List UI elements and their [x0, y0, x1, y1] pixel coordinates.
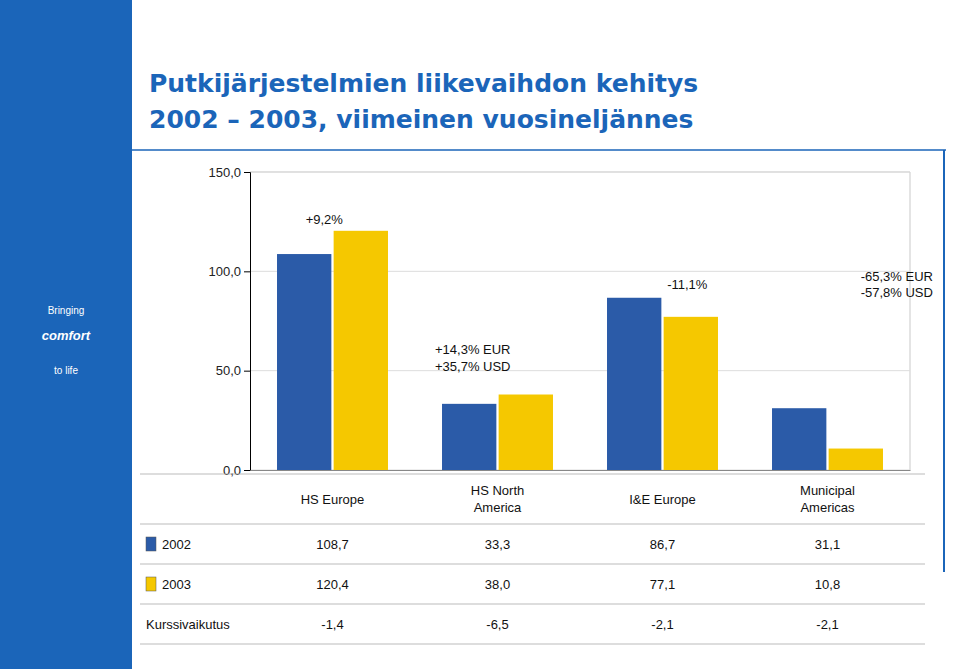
- table-cell: 10,8: [815, 577, 840, 592]
- bar: [499, 395, 553, 470]
- y-tick-label: 100,0: [208, 264, 241, 279]
- x-tick: HS Europe: [301, 470, 365, 507]
- annotation: +9,2%: [306, 212, 344, 227]
- plot-frame: [250, 172, 910, 470]
- table-row-label: Kurssivaikutus: [146, 617, 230, 632]
- table-rule: [140, 644, 925, 645]
- text-line: Americas: [800, 500, 855, 515]
- y-axis: 0,0 50,0 100,0 150,0: [208, 165, 250, 478]
- table-rule: [140, 604, 925, 605]
- bars: [277, 231, 883, 470]
- bar: [442, 404, 496, 470]
- annotation: -11,1%: [667, 277, 708, 292]
- x-axis-line: [251, 470, 911, 471]
- text-line: +9,2%: [306, 212, 344, 227]
- text-line: +14,3% EUR: [435, 342, 511, 357]
- table-cell: 108,7: [316, 537, 349, 552]
- text-line: -57,8% USD: [861, 285, 933, 300]
- text-line: I&E Europe: [629, 492, 696, 507]
- table-cell: 120,4: [316, 577, 349, 592]
- tagline: Bringing: [48, 305, 85, 316]
- x-axis: HS Europe HS North America I&E Europe Munici…: [251, 470, 911, 515]
- table-cell: 86,7: [650, 537, 675, 552]
- right-border: [943, 150, 945, 572]
- y-tick-label: 0,0: [223, 463, 241, 478]
- table-rule: [140, 524, 925, 525]
- bar: [277, 254, 331, 470]
- table-swatch: [146, 537, 156, 551]
- y-tick-label: 50,0: [216, 363, 241, 378]
- grid-line: [250, 172, 910, 173]
- bar: [664, 317, 718, 470]
- table-swatch: [146, 577, 156, 591]
- y-tick-label: 150,0: [208, 165, 241, 180]
- x-tick-label: I&E Europe: [629, 492, 696, 507]
- bar-series: [334, 231, 883, 470]
- tagline: comfort: [42, 328, 91, 343]
- annotation: +14,3% EUR +35,7% USD: [435, 342, 511, 373]
- text-line: -65,3% EUR: [861, 269, 933, 284]
- bar: [334, 231, 388, 470]
- table-cell: 77,1: [650, 577, 675, 592]
- tagline: to life: [54, 365, 78, 376]
- x-tick-label: Municipal Americas: [800, 483, 855, 514]
- table-cell: -2,1: [816, 617, 838, 632]
- text-line: HS Europe: [301, 492, 365, 507]
- y-tick-mark: [244, 371, 250, 372]
- bar: [607, 298, 661, 470]
- text-line: +35,7% USD: [435, 359, 511, 374]
- table-cell: -1,4: [321, 617, 343, 632]
- text-line: -11,1%: [667, 277, 708, 292]
- table-row-label: 2002: [162, 537, 191, 552]
- chart-svg: Bringing comfort to life Putkijärjestelmien…: [0, 0, 960, 669]
- data-table: 2002 108,7 33,3 86,7 31,1 2003 120,4 38,0 77,1 10…: [140, 474, 925, 644]
- table-cell: 31,1: [815, 537, 840, 552]
- y-tick: 50,0: [216, 363, 250, 378]
- grid: [250, 172, 910, 470]
- table-row-label: 2003: [162, 577, 191, 592]
- table-cell: 33,3: [485, 537, 510, 552]
- x-tick-label: HS North America: [471, 483, 524, 514]
- text-line: America: [474, 500, 522, 515]
- table-cell: 38,0: [485, 577, 510, 592]
- y-axis-line: [244, 173, 251, 471]
- text-line: Municipal: [800, 483, 855, 498]
- annotation: -65,3% EUR-57,8% USD: [861, 269, 933, 300]
- x-tick: HS North America: [471, 470, 524, 515]
- x-tick: Municipal Americas: [800, 470, 855, 515]
- table-cell: -2,1: [651, 617, 673, 632]
- sidebar: [0, 0, 132, 669]
- y-tick-mark: [244, 271, 250, 272]
- table-cell: -6,5: [486, 617, 508, 632]
- bar: [829, 449, 883, 470]
- table-rule: [140, 564, 925, 565]
- y-tick: 0,0: [223, 463, 250, 478]
- x-tick: I&E Europe: [629, 470, 696, 507]
- x-tick-label: HS Europe: [301, 492, 365, 507]
- y-tick-mark: [244, 470, 250, 471]
- text-line: HS North: [471, 483, 524, 498]
- table-rule: [140, 474, 925, 475]
- y-tick-mark: [244, 172, 250, 173]
- title-rule: [132, 149, 946, 151]
- annotations: +9,2% +14,3% EUR +35,7% USD -11,1% -65,3% EU…: [306, 212, 933, 374]
- y-tick: 150,0: [208, 165, 250, 180]
- bar: [772, 408, 826, 470]
- title: Putkijärjestelmien liikevaihdon kehitys: [149, 69, 698, 98]
- subtitle: 2002 – 2003, viimeinen vuosineljännes: [149, 105, 693, 134]
- y-tick: 100,0: [208, 264, 250, 279]
